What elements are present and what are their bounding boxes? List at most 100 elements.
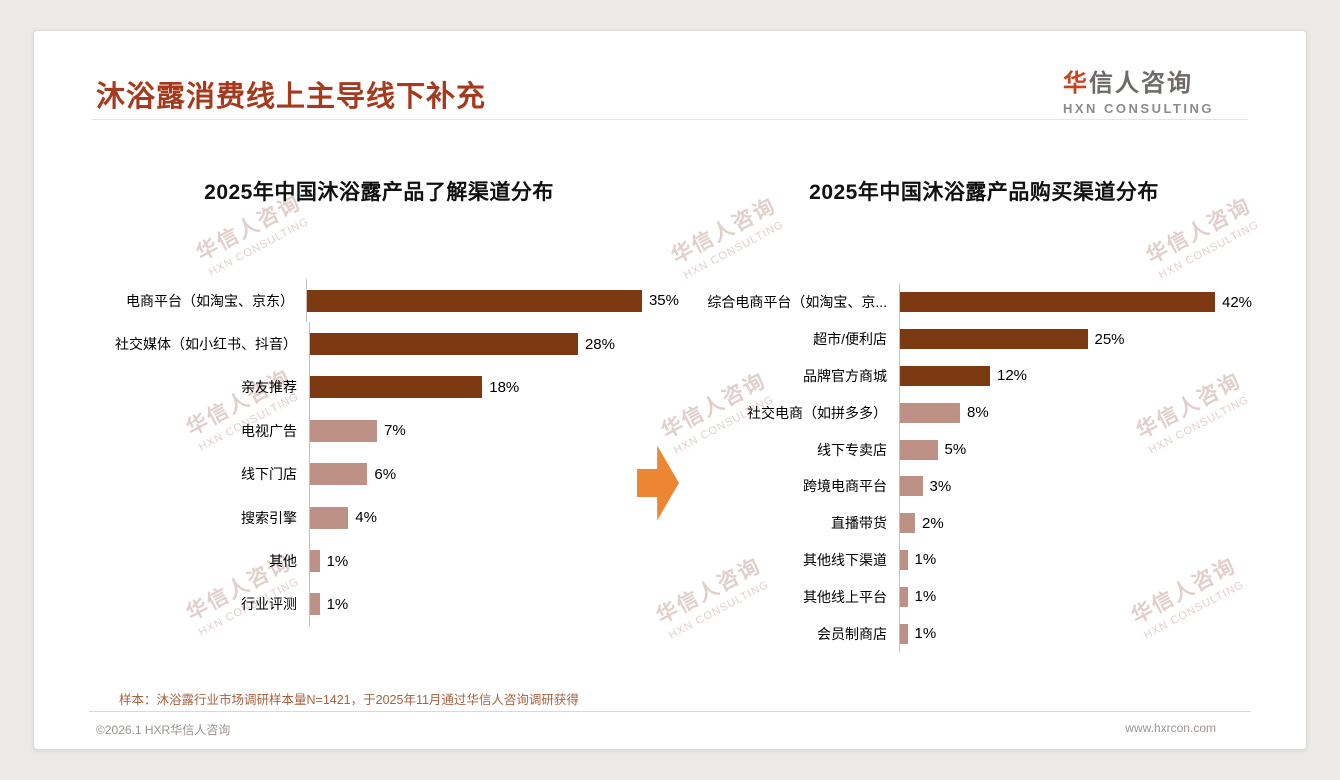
bar: [900, 586, 908, 607]
value-label: 12%: [997, 367, 1028, 385]
bar-track: 1%: [899, 615, 1289, 652]
bar-track: 8%: [899, 394, 1289, 432]
bar-track: 2%: [899, 504, 1289, 542]
chart-row: 行业评测 1%: [94, 582, 679, 627]
chart-row: 其他线上平台 1%: [694, 578, 1289, 616]
bar-track: 7%: [309, 409, 679, 453]
right-chart: 综合电商平台（如淘宝、京... 42% 超市/便利店 25% 品牌官方商城 12% 社交电商…: [694, 284, 1289, 652]
bar: [310, 419, 377, 442]
bar: [900, 329, 1088, 350]
slide-card: 华信人咨询 HXN CONSULTING 华信人咨询 HXN CONSULTING 华信…: [33, 30, 1307, 750]
bar-track: 6%: [309, 452, 679, 496]
value-label: 35%: [648, 292, 679, 310]
chart-row: 电视广告 7%: [94, 409, 679, 453]
bar: [310, 550, 320, 573]
value-label: 1%: [914, 588, 937, 606]
category-label: 会员制商店: [817, 625, 887, 642]
chart-row: 其他 1%: [94, 539, 679, 583]
bar: [307, 289, 642, 312]
value-label: 1%: [914, 551, 937, 569]
bar-track: 5%: [899, 431, 1289, 468]
chart-row: 其他线下渠道 1%: [694, 541, 1289, 579]
bar-track: 1%: [899, 541, 1289, 579]
value-label: 25%: [1094, 330, 1125, 348]
value-label: 8%: [967, 404, 989, 422]
category-label: 社交媒体（如小红书、抖音）: [115, 336, 297, 353]
chart-row: 搜索引擎 4%: [94, 495, 679, 540]
sample-footnote: 样本：沐浴露行业市场调研样本量N=1421，于2025年11月通过华信人咨询调研…: [119, 693, 579, 707]
bar: [310, 593, 320, 616]
chart-row: 综合电商平台（如淘宝、京... 42%: [694, 284, 1289, 321]
bar: [900, 476, 923, 497]
category-label: 电视广告: [241, 422, 297, 439]
bar: [900, 513, 915, 534]
chart-row: 品牌官方商城 12%: [694, 357, 1289, 395]
bar-track: 28%: [309, 322, 679, 366]
category-label: 其他线上平台: [803, 588, 887, 605]
value-label: 1%: [326, 595, 349, 613]
category-label: 超市/便利店: [813, 331, 887, 348]
value-label: 42%: [1222, 293, 1253, 311]
bar: [310, 333, 578, 356]
bar: [310, 506, 349, 529]
right-chart-title: 2025年中国沐浴露产品购买渠道分布: [809, 181, 1159, 204]
category-label: 品牌官方商城: [803, 367, 887, 384]
value-label: 3%: [929, 477, 952, 495]
bar: [310, 376, 483, 399]
chart-row: 会员制商店 1%: [694, 615, 1289, 652]
bar-track: 12%: [899, 357, 1289, 395]
category-label: 电商平台（如淘宝、京东）: [126, 292, 295, 309]
header-divider: [92, 119, 1248, 120]
footer-website: www.hxrcon.com: [1125, 721, 1216, 735]
category-label: 线下门店: [241, 466, 297, 483]
category-label: 跨境电商平台: [803, 478, 887, 495]
footer-divider: [89, 711, 1251, 712]
bar: [900, 549, 908, 570]
left-chart: 电商平台（如淘宝、京东） 35% 社交媒体（如小红书、抖音） 28% 亲友推荐 18% 电视…: [94, 279, 679, 627]
value-label: 7%: [383, 422, 406, 440]
chart-row: 跨境电商平台 3%: [694, 467, 1289, 505]
logo-english-name: HXN CONSULTING: [1062, 101, 1214, 116]
value-label: 2%: [922, 514, 944, 532]
category-label: 线下专卖店: [817, 441, 887, 458]
category-label: 搜索引擎: [241, 509, 297, 526]
bar: [900, 623, 908, 644]
chart-row: 线下门店 6%: [94, 452, 679, 496]
bar-track: 25%: [899, 320, 1289, 358]
chart-row: 超市/便利店 25%: [694, 320, 1289, 358]
bar: [900, 292, 1215, 313]
chart-row: 线下专卖店 5%: [694, 431, 1289, 468]
bar: [900, 365, 990, 386]
chart-row: 社交电商（如拼多多） 8%: [694, 394, 1289, 432]
bar-track: 18%: [309, 365, 679, 410]
bar: [900, 439, 938, 460]
bar-track: 3%: [899, 467, 1289, 505]
chart-row: 社交媒体（如小红书、抖音） 28%: [94, 322, 679, 366]
bar-track: 35%: [306, 279, 679, 323]
value-label: 18%: [489, 378, 520, 396]
chart-row: 直播带货 2%: [694, 504, 1289, 542]
chart-row: 电商平台（如淘宝、京东） 35%: [94, 279, 679, 323]
bar-track: 42%: [899, 284, 1289, 321]
value-label: 6%: [374, 465, 397, 483]
bar: [900, 402, 960, 423]
company-logo: 华信人咨询 HXN CONSULTING: [1063, 63, 1214, 116]
footer-copyright: ©2026.1 HXR华信人咨询: [96, 723, 231, 737]
value-label: 1%: [914, 625, 937, 643]
category-label: 其他: [269, 553, 297, 570]
category-label: 综合电商平台（如淘宝、京...: [707, 294, 887, 311]
value-label: 5%: [944, 441, 967, 459]
category-label: 其他线下渠道: [803, 551, 887, 568]
left-chart-title: 2025年中国沐浴露产品了解渠道分布: [204, 181, 554, 204]
page-title: 沐浴露消费线上主导线下补充: [96, 81, 487, 113]
logo-chinese-name: 华信人咨询: [1062, 70, 1193, 97]
category-label: 亲友推荐: [241, 379, 297, 396]
category-label: 社交电商（如拼多多）: [747, 404, 887, 421]
category-label: 直播带货: [831, 515, 887, 532]
chart-row: 亲友推荐 18%: [94, 365, 679, 410]
category-label: 行业评测: [241, 596, 297, 613]
bar-track: 1%: [309, 539, 679, 583]
bar-track: 1%: [309, 582, 679, 627]
value-label: 28%: [584, 335, 615, 353]
value-label: 4%: [355, 509, 377, 527]
